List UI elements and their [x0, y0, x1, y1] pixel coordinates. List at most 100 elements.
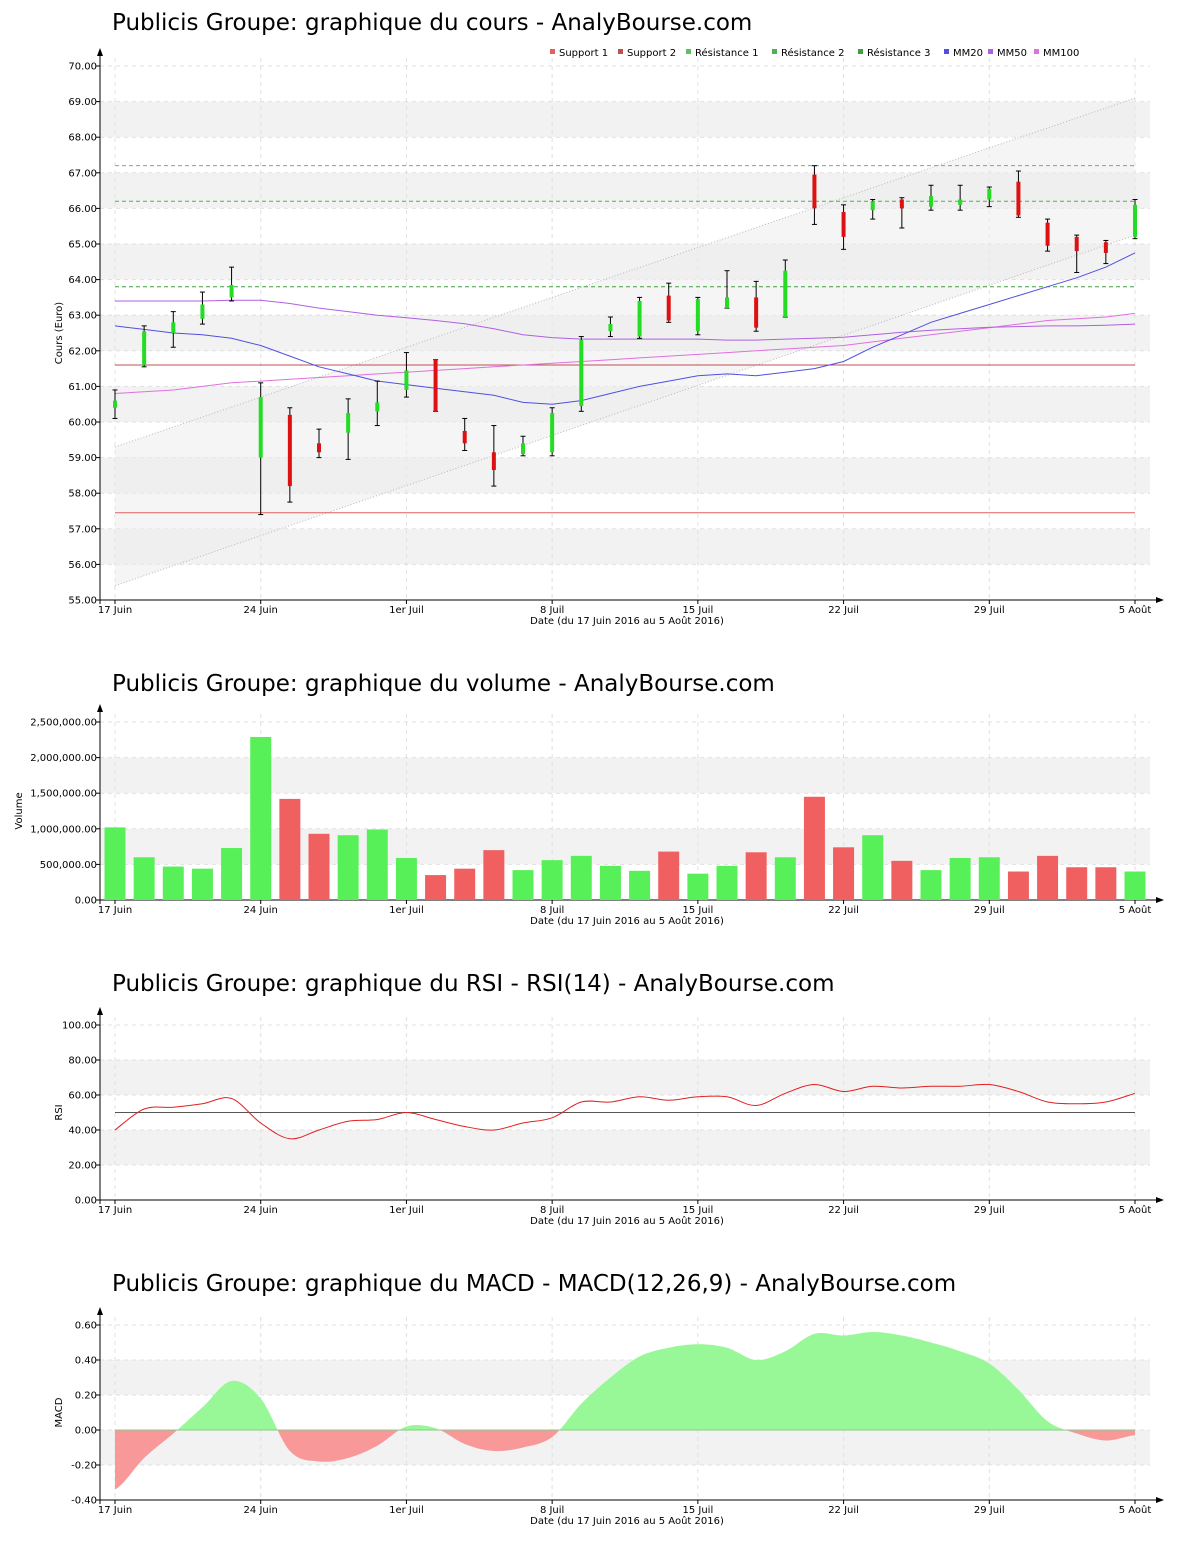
volume-bar [920, 870, 942, 900]
price-band [100, 528, 1150, 565]
volume-chart-title: Publicis Groupe: graphique du volume - A… [112, 671, 775, 697]
price-x-axis-label: Date (du 17 Juin 2016 au 5 Août 2016) [530, 615, 724, 627]
candle [782, 259, 788, 318]
volume-bar [395, 857, 417, 900]
volume-bar [191, 868, 213, 900]
rsi-x-axis-label: Date (du 17 Juin 2016 au 5 Août 2016) [530, 1215, 724, 1227]
macd-negative-area [115, 1430, 178, 1490]
candle [1132, 199, 1138, 240]
candle [1045, 218, 1051, 252]
candle-body [608, 324, 613, 332]
candle [928, 184, 934, 211]
volume-xtick-label: 5 Août [1119, 904, 1152, 916]
price-band [100, 101, 1150, 138]
candle [433, 359, 439, 412]
rsi-band [100, 1060, 1150, 1095]
candle [403, 352, 409, 398]
rsi-xtick-label: 22 Juil [828, 1205, 859, 1216]
candle [287, 407, 293, 503]
rsi-band [100, 1130, 1150, 1165]
candle [462, 417, 468, 451]
candle-body [958, 199, 963, 205]
candle-body [1133, 204, 1137, 237]
price-ytick-label: 65.00 [68, 240, 97, 251]
candle-body [113, 400, 117, 408]
volume-bar [833, 847, 855, 900]
rsi-ytick-label: 60.00 [68, 1091, 97, 1102]
candle-body [783, 270, 788, 317]
price-xtick-label: 17 Juin [98, 605, 132, 616]
candle [491, 425, 497, 487]
candle-body [433, 359, 438, 412]
candle-body [579, 340, 584, 406]
candle-body [142, 331, 147, 366]
macd-xtick-label: 17 Juin [98, 1505, 132, 1516]
rsi-xtick-label: 8 Juil [540, 1205, 564, 1216]
price-xtick-label: 29 Juil [974, 605, 1005, 616]
volume-ytick-label: 500,000.00 [40, 860, 97, 871]
macd-negative-area [440, 1430, 560, 1452]
volume-ytick-label: 0.00 [75, 896, 97, 907]
volume-xtick-label: 29 Juil [974, 905, 1005, 916]
volume-bar [250, 736, 272, 900]
macd-positive-area [559, 1332, 1066, 1430]
price-ytick-label: 69.00 [68, 97, 97, 108]
volume-bar [658, 851, 680, 900]
macd-x-arrow [1156, 1497, 1164, 1503]
rsi-line [114, 1083, 1136, 1140]
rsi-chart-title: Publicis Groupe: graphique du RSI - RSI(… [112, 971, 835, 997]
candle-body [171, 322, 176, 333]
macd-band [100, 1430, 1150, 1465]
candle [841, 204, 847, 250]
candle [899, 197, 905, 229]
candle-body [666, 295, 671, 321]
volume-panel: 0.00 500,000.00 1,000,000.00 1,500,000.00 2,… [14, 704, 1164, 927]
candle-body [1016, 181, 1021, 216]
legend-label: Résistance 2 [781, 47, 844, 59]
volume-bar [687, 873, 709, 900]
candle-body [1103, 242, 1108, 253]
price-ytick-label: 64.00 [68, 275, 97, 286]
price-ytick-label: 56.00 [68, 560, 97, 571]
rsi-ytick-label: 100.00 [62, 1021, 97, 1032]
price-ytick-label: 60.00 [68, 418, 97, 429]
volume-bar [221, 848, 243, 900]
macd-ytick-label: -0.40 [71, 1496, 97, 1507]
mm20-line [114, 252, 1136, 405]
rsi-ytick-label: 80.00 [68, 1056, 97, 1067]
legend-swatch [550, 49, 555, 54]
macd-ytick-label: 0.20 [75, 1391, 97, 1402]
candle-body [404, 370, 409, 390]
candle-body [841, 211, 846, 237]
legend-swatch [988, 49, 993, 54]
volume-bar [774, 857, 796, 900]
macd-negative-area [1065, 1430, 1135, 1441]
candle-body [287, 414, 292, 487]
volume-ytick-label: 2,500,000.00 [30, 718, 97, 729]
candle [316, 428, 322, 459]
candle-body [317, 443, 321, 453]
volume-bar [483, 850, 505, 900]
price-xtick-label: 22 Juil [828, 605, 859, 616]
candle [258, 382, 264, 516]
candle [345, 398, 351, 460]
macd-xtick-label: 22 Juil [828, 1505, 859, 1516]
price-xtick-label: 5 Août [1119, 604, 1152, 616]
candle [112, 389, 118, 419]
candle [957, 184, 963, 211]
price-ytick-label: 63.00 [68, 311, 97, 322]
candle-body [987, 188, 992, 200]
legend-label: MM100 [1043, 48, 1079, 59]
volume-bar [570, 855, 592, 900]
volume-xtick-label: 15 Juil [682, 905, 713, 916]
rsi-xtick-label: 29 Juil [974, 1205, 1005, 1216]
price-panel: 55.00 56.00 57.00 58.00 59.00 60.00 61.00 62.00… [54, 47, 1164, 627]
candle [986, 186, 992, 208]
candle-body [754, 297, 759, 328]
price-ytick-label: 68.00 [68, 133, 97, 144]
price-y-arrow [97, 48, 103, 56]
candle [1103, 239, 1109, 265]
price-xtick-label: 8 Juil [540, 605, 564, 616]
rsi-panel: 0.00 20.00 40.00 60.00 80.00 100.00 17 Juin 24 … [54, 1007, 1164, 1227]
candle [724, 270, 730, 309]
